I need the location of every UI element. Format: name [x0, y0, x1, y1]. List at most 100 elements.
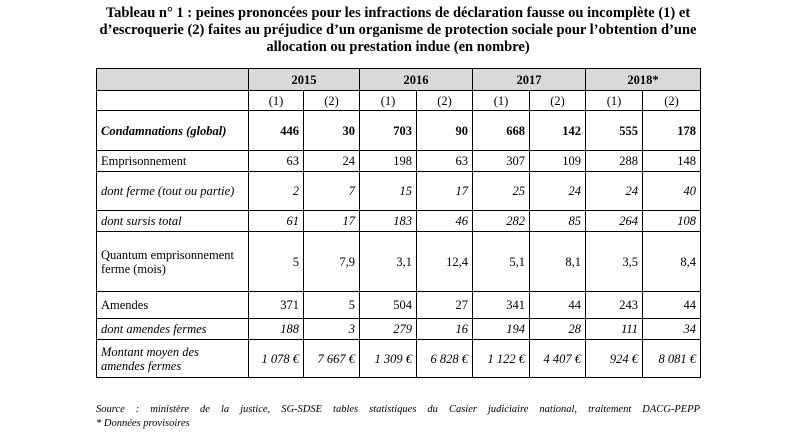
table-cell: 279: [359, 318, 417, 340]
row-label: dont sursis total: [96, 210, 249, 232]
subheader-cell: (1): [585, 90, 643, 111]
table-cell: 28: [529, 318, 586, 340]
table-cell: 3: [303, 318, 360, 340]
source-note: Source : ministère de la justice, SG-SDS…: [96, 404, 700, 415]
table-cell: 8,1: [529, 231, 586, 292]
table-cell: 44: [642, 291, 701, 319]
table-row: Quantum emprisonnement ferme (mois) 5 7,…: [96, 231, 701, 292]
year-header-row: 2015 2016 2017 2018*: [96, 68, 701, 91]
table-cell: 504: [359, 291, 417, 319]
row-label: Emprisonnement: [96, 150, 249, 172]
table-cell: 3,5: [585, 231, 643, 292]
table-cell: 183: [359, 210, 417, 232]
table-cell: 24: [585, 171, 643, 211]
table-cell: 109: [529, 150, 586, 172]
row-label: Montant moyen des amendes fermes: [96, 339, 249, 378]
table-cell: 243: [585, 291, 643, 319]
table-cell: 16: [416, 318, 473, 340]
table-cell: 924 €: [585, 339, 643, 378]
table-cell: 90: [416, 110, 473, 151]
table-cell: 2: [248, 171, 304, 211]
table-cell: 61: [248, 210, 304, 232]
empty-cell: [96, 90, 249, 111]
table-cell: 6 828 €: [416, 339, 473, 378]
table-row: Montant moyen des amendes fermes 1 078 €…: [96, 339, 701, 378]
table-cell: 44: [529, 291, 586, 319]
table-cell: 148: [642, 150, 701, 172]
table-cell: 1 122 €: [472, 339, 530, 378]
table-cell: 178: [642, 110, 701, 151]
table-cell: 5,1: [472, 231, 530, 292]
table-row: Condamnations (global) 446 30 703 90 668…: [96, 110, 701, 151]
table-cell: 15: [359, 171, 417, 211]
table-cell: 111: [585, 318, 643, 340]
subheader-row: (1) (2) (1) (2) (1) (2) (1) (2): [96, 90, 701, 111]
table-cell: 371: [248, 291, 304, 319]
subheader-cell: (1): [472, 90, 530, 111]
corner-cell: [96, 68, 249, 91]
table-row: Amendes 371 5 504 27 341 44 243 44: [96, 291, 701, 319]
table-cell: 8 081 €: [642, 339, 701, 378]
table-cell: 1 078 €: [248, 339, 304, 378]
year-header: 2015: [248, 68, 360, 91]
table-cell: 142: [529, 110, 586, 151]
row-label: Amendes: [96, 291, 249, 319]
table-cell: 85: [529, 210, 586, 232]
table-cell: 7,9: [303, 231, 360, 292]
table-cell: 25: [472, 171, 530, 211]
row-label: Quantum emprisonnement ferme (mois): [96, 231, 249, 292]
table-cell: 288: [585, 150, 643, 172]
table-cell: 5: [248, 231, 304, 292]
table-cell: 7: [303, 171, 360, 211]
subheader-cell: (1): [359, 90, 417, 111]
row-label: dont ferme (tout ou partie): [96, 171, 249, 211]
table-title: Tableau n° 1 : peines prononcées pour le…: [99, 5, 697, 55]
table-cell: 4 407 €: [529, 339, 586, 378]
table-cell: 307: [472, 150, 530, 172]
table-cell: 555: [585, 110, 643, 151]
table-cell: 12,4: [416, 231, 473, 292]
table-cell: 7 667 €: [303, 339, 360, 378]
table-cell: 282: [472, 210, 530, 232]
table-cell: 8,4: [642, 231, 701, 292]
subheader-cell: (2): [416, 90, 473, 111]
table-cell: 703: [359, 110, 417, 151]
table-row: dont sursis total 61 17 183 46 282 85 26…: [96, 210, 701, 232]
year-header: 2017: [472, 68, 586, 91]
year-header: 2016: [359, 68, 473, 91]
table-cell: 63: [416, 150, 473, 172]
table-cell: 108: [642, 210, 701, 232]
table-row: dont amendes fermes 188 3 279 16 194 28 …: [96, 318, 701, 340]
row-label: Condamnations (global): [96, 110, 249, 151]
table-cell: 40: [642, 171, 701, 211]
table-cell: 188: [248, 318, 304, 340]
table-cell: 24: [303, 150, 360, 172]
table-cell: 668: [472, 110, 530, 151]
table-cell: 17: [303, 210, 360, 232]
row-label: dont amendes fermes: [96, 318, 249, 340]
year-header: 2018*: [585, 68, 701, 91]
statistics-table: 2015 2016 2017 2018* (1) (2) (1) (2) (1)…: [96, 68, 701, 378]
table-cell: 3,1: [359, 231, 417, 292]
table-cell: 30: [303, 110, 360, 151]
subheader-cell: (2): [303, 90, 360, 111]
table-cell: 34: [642, 318, 701, 340]
table-cell: 341: [472, 291, 530, 319]
subheader-cell: (1): [248, 90, 304, 111]
table-cell: 27: [416, 291, 473, 319]
provisional-data-note: * Données provisoires: [96, 418, 190, 429]
table-cell: 194: [472, 318, 530, 340]
table-cell: 446: [248, 110, 304, 151]
table-cell: 17: [416, 171, 473, 211]
subheader-cell: (2): [529, 90, 586, 111]
table-cell: 264: [585, 210, 643, 232]
table-cell: 63: [248, 150, 304, 172]
table-cell: 46: [416, 210, 473, 232]
table-cell: 198: [359, 150, 417, 172]
subheader-cell: (2): [642, 90, 701, 111]
table-cell: 1 309 €: [359, 339, 417, 378]
table-cell: 5: [303, 291, 360, 319]
table-row: dont ferme (tout ou partie) 2 7 15 17 25…: [96, 171, 701, 211]
table-cell: 24: [529, 171, 586, 211]
table-row: Emprisonnement 63 24 198 63 307 109 288 …: [96, 150, 701, 172]
